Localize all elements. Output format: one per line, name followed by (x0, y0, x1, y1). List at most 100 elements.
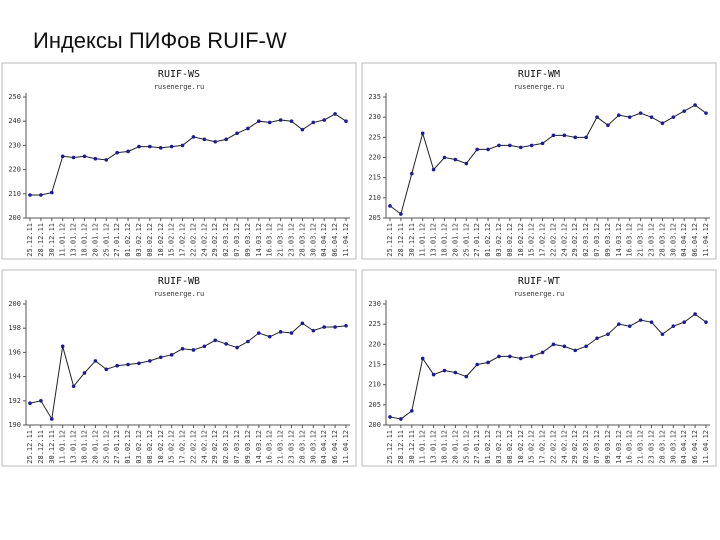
x-tick-label: 18.01.12 (80, 430, 88, 464)
data-point (399, 212, 403, 216)
x-tick-label: 02.03.12 (582, 430, 590, 464)
x-tick-label: 28.03.12 (658, 430, 666, 464)
x-tick-label: 30.12.11 (48, 430, 56, 464)
data-point (420, 131, 425, 136)
x-tick-label: 02.03.12 (222, 430, 230, 464)
x-tick-label: 07.03.12 (593, 430, 601, 464)
x-tick-label: 14.03.12 (255, 223, 263, 257)
y-tick-label: 200 (368, 421, 381, 429)
slide-title: Индексы ПИФов RUIF-W (33, 28, 287, 53)
data-point (169, 353, 174, 357)
y-tick-label: 240 (8, 117, 21, 125)
x-tick-label: 21.03.12 (637, 430, 645, 464)
data-point (431, 372, 436, 377)
y-tick-label: 235 (368, 93, 381, 101)
y-tick-label: 200 (8, 214, 21, 222)
x-tick-label: 04.04.12 (680, 223, 688, 257)
data-point (322, 118, 327, 122)
x-tick-label: 03.02.12 (135, 430, 143, 464)
data-point (71, 155, 76, 160)
x-tick-label: 04.04.12 (680, 430, 688, 464)
data-point (617, 113, 621, 117)
x-tick-label: 16.03.12 (626, 430, 634, 464)
x-tick-label: 25.01.12 (462, 223, 470, 257)
data-point (704, 111, 708, 115)
x-tick-label: 17.02.12 (539, 430, 547, 464)
data-point (486, 360, 490, 365)
x-tick-label: 06.04.12 (691, 430, 699, 464)
y-tick-label: 205 (368, 401, 381, 409)
data-point (300, 321, 305, 326)
data-point (595, 115, 599, 119)
x-tick-label: 27.01.12 (473, 223, 481, 257)
x-tick-label: 11.04.12 (702, 223, 710, 257)
x-tick-label: 11.01.12 (419, 223, 427, 257)
x-tick-label: 28.12.11 (397, 223, 405, 257)
data-point (627, 324, 632, 328)
data-point (267, 334, 272, 339)
data-point (49, 190, 54, 195)
data-point (573, 135, 578, 140)
x-tick-label: 08.02.12 (506, 223, 514, 257)
chart-subtitle: rusenerge.ru (154, 83, 205, 91)
x-tick-label: 25.12.11 (386, 223, 394, 257)
x-tick-label: 08.02.12 (146, 430, 154, 464)
x-tick-label: 20.01.12 (451, 223, 459, 257)
x-tick-label: 20.01.12 (91, 430, 99, 464)
x-tick-label: 10.02.12 (157, 223, 165, 257)
y-tick-label: 196 (8, 348, 21, 356)
x-tick-label: 03.02.12 (495, 223, 503, 257)
data-point (540, 350, 545, 355)
data-point (148, 144, 152, 149)
y-tick-label: 210 (8, 190, 21, 198)
data-point (475, 362, 479, 367)
series-line (389, 104, 707, 215)
data-point (213, 338, 218, 343)
data-point (584, 135, 588, 140)
data-point (333, 112, 337, 116)
y-tick-label: 250 (8, 93, 21, 101)
x-tick-label: 08.02.12 (146, 223, 154, 257)
x-tick-label: 28.12.11 (37, 223, 45, 257)
data-point (660, 332, 665, 337)
data-point (606, 332, 610, 337)
data-point (627, 115, 632, 119)
y-tick-label: 205 (368, 214, 381, 222)
data-point (169, 144, 174, 149)
x-tick-label: 08.02.12 (506, 430, 514, 464)
data-point (606, 123, 610, 128)
chart-title: RUIF-WT (518, 276, 560, 287)
x-tick-label: 29.02.12 (211, 430, 219, 464)
data-point (399, 417, 403, 421)
data-point (453, 157, 458, 162)
x-tick-label: 06.04.12 (331, 223, 339, 257)
data-point (224, 137, 228, 142)
x-tick-label: 23.03.12 (648, 223, 656, 257)
x-tick-label: 02.03.12 (222, 223, 230, 257)
x-tick-label: 22.02.12 (549, 223, 557, 257)
data-point (344, 323, 348, 328)
x-tick-label: 21.03.12 (277, 430, 285, 464)
data-point (224, 342, 228, 346)
data-point (39, 399, 43, 403)
x-tick-label: 17.02.12 (179, 430, 187, 464)
data-point (104, 367, 109, 372)
x-tick-label: 17.02.12 (539, 223, 547, 257)
data-point (115, 150, 119, 155)
x-tick-label: 09.03.12 (604, 223, 612, 257)
y-tick-label: 225 (368, 320, 381, 328)
x-tick-label: 22.02.12 (189, 223, 197, 257)
x-tick-label: 28.12.11 (37, 430, 45, 464)
x-tick-label: 11.04.12 (702, 430, 710, 464)
data-point (693, 103, 697, 107)
chart-title: RUIF-WM (518, 69, 560, 80)
data-point (671, 324, 676, 328)
x-tick-label: 23.03.12 (288, 430, 296, 464)
x-tick-label: 25.12.11 (386, 430, 394, 464)
chart-title: RUIF-WB (158, 276, 200, 287)
x-tick-label: 01.02.12 (484, 223, 492, 257)
data-point (28, 401, 32, 406)
data-point (409, 409, 414, 413)
x-tick-label: 09.03.12 (244, 223, 252, 257)
data-point (93, 156, 98, 161)
